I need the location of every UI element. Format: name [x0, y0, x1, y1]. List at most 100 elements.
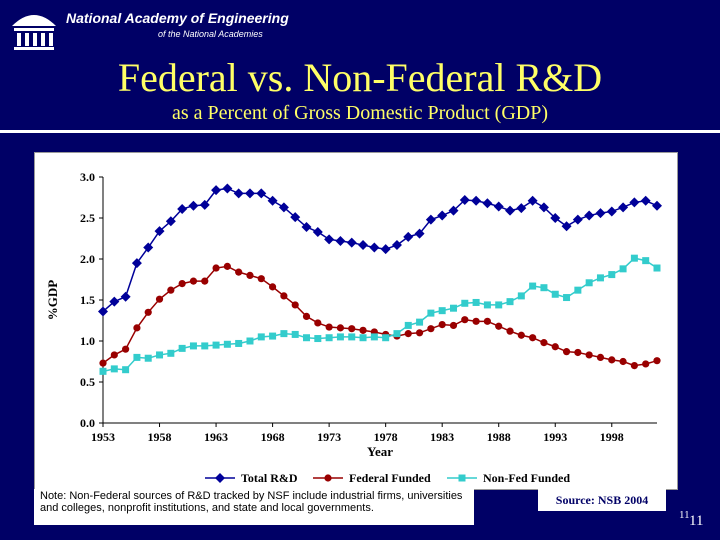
nae-logo-icon — [12, 15, 56, 50]
series-2-point — [189, 342, 197, 350]
series-2-point — [382, 334, 390, 342]
series-0-point — [211, 185, 222, 196]
series-0-point — [369, 242, 380, 253]
series-1-point — [348, 325, 356, 333]
series-0-point — [312, 226, 323, 237]
series-line-2 — [102, 257, 658, 373]
series-0-point — [550, 213, 561, 223]
footnote: Note: Non-Federal sources of R&D tracked… — [34, 489, 474, 525]
series-1-point — [630, 362, 638, 370]
series-1-point — [167, 286, 175, 294]
x-tick-label: 1953 — [91, 430, 115, 444]
series-2-point — [551, 290, 559, 298]
series-1-point — [325, 323, 333, 331]
series-0-point — [640, 195, 651, 206]
series-0-point — [244, 188, 255, 199]
series-1-point — [517, 331, 525, 339]
series-0-point — [120, 291, 131, 302]
series-0-point — [346, 237, 357, 248]
series-2-point — [472, 298, 480, 306]
y-tick-label: 2.5 — [80, 211, 95, 225]
legend-label-0: Total R&D — [241, 471, 298, 485]
series-1-point — [596, 353, 605, 361]
org-name: National Academy of Engineering — [66, 10, 289, 26]
series-1-point — [461, 316, 469, 324]
series-1-point — [574, 348, 582, 357]
series-1-point — [223, 262, 231, 270]
x-tick-label: 1968 — [261, 430, 285, 444]
series-2-point — [122, 366, 130, 374]
series-2-point — [608, 271, 616, 279]
series-0-point — [437, 210, 448, 221]
series-2-point — [540, 284, 548, 292]
series-1-point — [540, 339, 548, 347]
series-0-point — [629, 197, 640, 208]
series-0-point — [177, 203, 188, 214]
legend-marker-0 — [215, 473, 225, 483]
series-2-point — [235, 339, 243, 347]
series-2-point — [156, 351, 164, 359]
x-tick-label: 1998 — [600, 430, 624, 444]
y-tick-label: 1.0 — [80, 334, 95, 348]
series-2-point — [506, 298, 514, 306]
series-1-point — [562, 348, 571, 356]
legend-label-1: Federal Funded — [349, 471, 431, 485]
series-0-point — [267, 195, 278, 206]
series-2-point — [449, 304, 457, 312]
series-1-point — [495, 322, 503, 330]
series-1-point — [280, 292, 288, 300]
x-tick-label: 1988 — [487, 430, 511, 444]
series-1-point — [551, 343, 559, 351]
series-1-point — [189, 277, 198, 285]
series-1-point — [144, 308, 152, 316]
series-1-point — [257, 275, 265, 283]
page-number-shadow: 11 — [679, 509, 690, 521]
series-0-point — [516, 203, 527, 214]
series-2-point — [585, 279, 593, 287]
series-2-point — [280, 330, 288, 338]
series-2-point — [212, 341, 220, 349]
series-line-1 — [102, 265, 658, 367]
series-2-point — [303, 334, 311, 342]
series-0-point — [188, 200, 199, 211]
series-1-point — [212, 264, 220, 272]
series-2-point — [461, 299, 469, 307]
series-0-point — [324, 234, 335, 245]
series-1-point — [427, 325, 435, 333]
series-2-point — [642, 257, 650, 265]
y-tick-label: 3.0 — [80, 170, 95, 184]
series-1-point — [415, 329, 424, 337]
series-1-point — [99, 359, 107, 367]
series-0-point — [425, 214, 436, 225]
series-0-point — [380, 244, 391, 255]
series-2-point — [201, 342, 209, 350]
series-1-point — [608, 356, 616, 364]
series-0-point — [561, 221, 572, 232]
x-tick-label: 1973 — [317, 430, 341, 444]
series-2-point — [99, 367, 107, 375]
x-tick-label: 1978 — [374, 430, 398, 444]
series-2-point — [325, 334, 333, 342]
series-0-point — [652, 200, 662, 211]
series-0-point — [154, 226, 165, 237]
series-2-point — [246, 337, 254, 345]
series-2-point — [370, 333, 378, 341]
series-2-point — [495, 301, 503, 309]
series-2-point — [223, 340, 231, 348]
series-1-point — [133, 324, 141, 332]
series-0-point — [584, 210, 595, 221]
series-1-point — [235, 268, 243, 276]
series-2-point — [257, 333, 265, 341]
series-2-point — [178, 344, 186, 352]
series-2-point — [574, 286, 582, 294]
series-1-point — [359, 326, 367, 334]
org-subtitle: of the National Academies — [158, 29, 263, 39]
series-1-point — [506, 327, 514, 335]
series-0-point — [471, 195, 482, 206]
series-1-point — [155, 295, 164, 303]
series-1-point — [449, 321, 458, 330]
series-2-point — [314, 335, 322, 343]
series-2-point — [404, 321, 412, 329]
series-0-point — [527, 195, 538, 206]
series-0-point — [143, 242, 154, 253]
